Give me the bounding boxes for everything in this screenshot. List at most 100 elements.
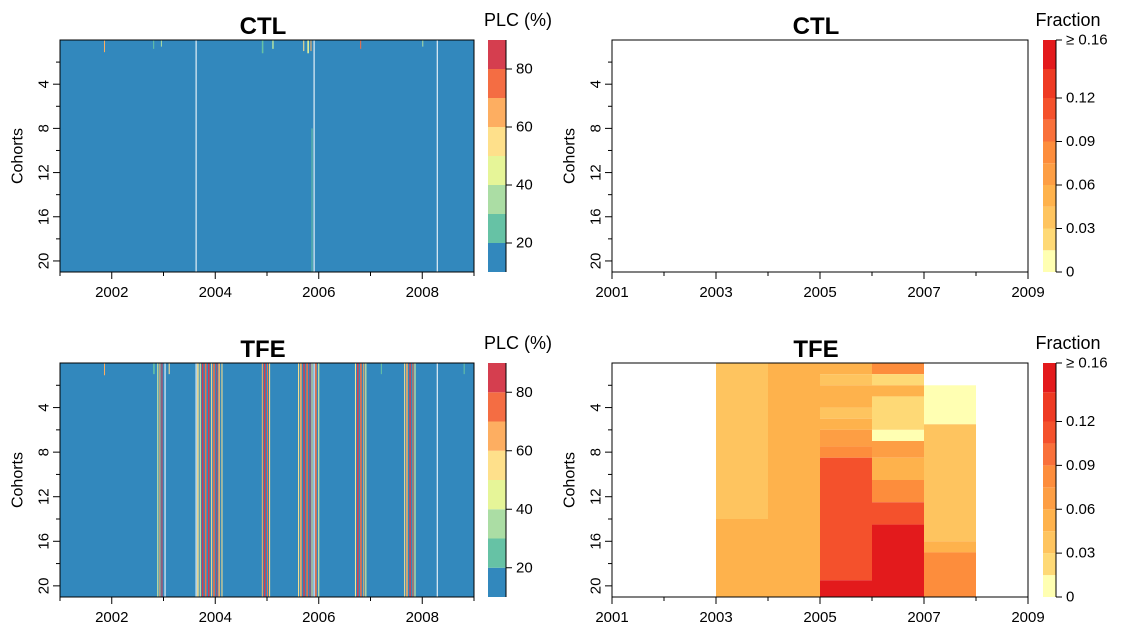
x-tick-label: 2008: [406, 284, 439, 301]
plc-stripe: [360, 40, 362, 49]
plc-stripe: [159, 363, 161, 597]
colorbar-tick-label: 0.12: [1066, 413, 1095, 430]
colorbar-tick-label: 0.06: [1066, 177, 1095, 194]
plc-stripe: [363, 363, 365, 597]
y-axis-label: Cohorts: [562, 452, 579, 508]
plc-stripe: [161, 363, 163, 597]
fraction-cell: [872, 441, 924, 458]
plc-stripe: [436, 363, 438, 597]
fraction-cell: [820, 457, 872, 581]
y-tick-label: 20: [36, 578, 53, 595]
fraction-cell: [872, 374, 924, 386]
colorbar-swatch: [1043, 40, 1056, 69]
y-tick-label: 4: [36, 403, 53, 411]
x-tick-label: 2008: [406, 609, 439, 622]
x-tick-label: 2002: [95, 609, 128, 622]
colorbar-swatch: [1043, 119, 1056, 142]
colorbar-tick-label: 0.06: [1066, 501, 1095, 518]
plc-stripe: [272, 40, 274, 49]
fraction-cell: [872, 502, 924, 525]
plc-stripe: [103, 40, 106, 53]
colorbar-swatch: [1043, 163, 1056, 185]
plc-stripe: [315, 363, 317, 597]
plc-stripe: [313, 40, 315, 272]
plc-stripe: [357, 363, 359, 597]
plc-stripe: [406, 363, 408, 597]
y-axis-label: Cohorts: [10, 128, 27, 184]
colorbar-swatch: [1043, 443, 1056, 466]
plc-stripe: [199, 363, 201, 597]
plc-stripe: [309, 363, 311, 597]
plc-stripe: [204, 363, 207, 597]
panel-title: CTL: [240, 13, 287, 40]
fraction-cell: [872, 480, 924, 503]
fraction-cell: [768, 363, 820, 597]
y-tick-label: 12: [36, 488, 53, 505]
heatmap-marks: [103, 363, 465, 597]
y-axis-label: Cohorts: [562, 128, 579, 184]
colorbar-tick-label: ≥ 0.16: [1066, 32, 1108, 49]
plc-stripe: [307, 40, 309, 54]
colorbar-tick-label: 20: [516, 559, 533, 576]
y-tick-label: 4: [588, 80, 605, 88]
fraction-cell: [872, 457, 924, 480]
plc-stripe: [195, 40, 197, 272]
plc-stripe: [103, 363, 106, 376]
fraction-cell: [872, 385, 924, 397]
plc-stripe: [211, 363, 213, 597]
colorbar-swatch: [488, 538, 506, 568]
x-tick-label: 2003: [699, 284, 732, 301]
fraction-cell: [716, 519, 768, 597]
y-tick-label: 8: [588, 124, 605, 132]
colorbar-swatch: [1043, 575, 1056, 597]
fraction-cell: [820, 363, 872, 375]
colorbar-swatch: [488, 214, 506, 243]
x-tick-label: 2007: [907, 609, 940, 622]
fraction-cell: [820, 580, 872, 597]
heatmap-marks: [103, 40, 438, 272]
plc-stripe: [310, 40, 312, 52]
colorbar-swatch: [488, 567, 506, 597]
colorbar-tick-label: 0: [1066, 264, 1074, 281]
colorbar-swatch: [1043, 487, 1056, 510]
plc-stripe: [160, 40, 162, 47]
y-tick-label: 4: [588, 403, 605, 411]
fraction-cell: [820, 385, 872, 408]
colorbar-swatch: [488, 98, 506, 127]
colorbar-swatch: [488, 509, 506, 539]
y-tick-label: 20: [36, 253, 53, 270]
plc-stripe: [303, 40, 305, 52]
colorbar-swatch: [488, 421, 506, 451]
x-tick-label: 2002: [95, 284, 128, 301]
plc-stripe: [300, 363, 302, 597]
x-tick-label: 2006: [302, 609, 335, 622]
plc-stripe: [463, 363, 465, 375]
colorbar-swatch: [488, 156, 506, 185]
x-tick-label: 2009: [1011, 609, 1044, 622]
x-tick-label: 2004: [199, 284, 232, 301]
y-tick-label: 8: [588, 448, 605, 456]
plc-stripe: [313, 363, 315, 597]
plc-stripe: [311, 363, 313, 597]
colorbar-tick-label: 20: [516, 235, 533, 252]
panel-title: TFE: [240, 336, 285, 363]
colorbar-title: PLC (%): [484, 333, 552, 353]
fraction-cell: [820, 418, 872, 430]
plc-stripe: [311, 128, 313, 272]
x-tick-label: 2001: [595, 284, 628, 301]
colorbar-title: Fraction: [1035, 333, 1100, 353]
panel-3: 4 8 12 16 20 2002 2004 2006 2008 Cohorts TFE 20 40 60…: [10, 333, 553, 622]
fraction-cell: [872, 524, 924, 597]
y-tick-label: 16: [36, 208, 53, 225]
colorbar-tick-label: 80: [516, 61, 533, 78]
plc-stripe: [261, 40, 264, 54]
fraction-cell: [820, 407, 872, 419]
plc-stripe: [261, 363, 263, 597]
plc-stripe: [422, 40, 424, 47]
y-axis-label: Cohorts: [10, 452, 27, 508]
plc-stripe: [263, 363, 266, 597]
x-tick-label: 2006: [302, 284, 335, 301]
plc-stripe: [318, 363, 320, 597]
plc-stripe: [298, 363, 300, 597]
